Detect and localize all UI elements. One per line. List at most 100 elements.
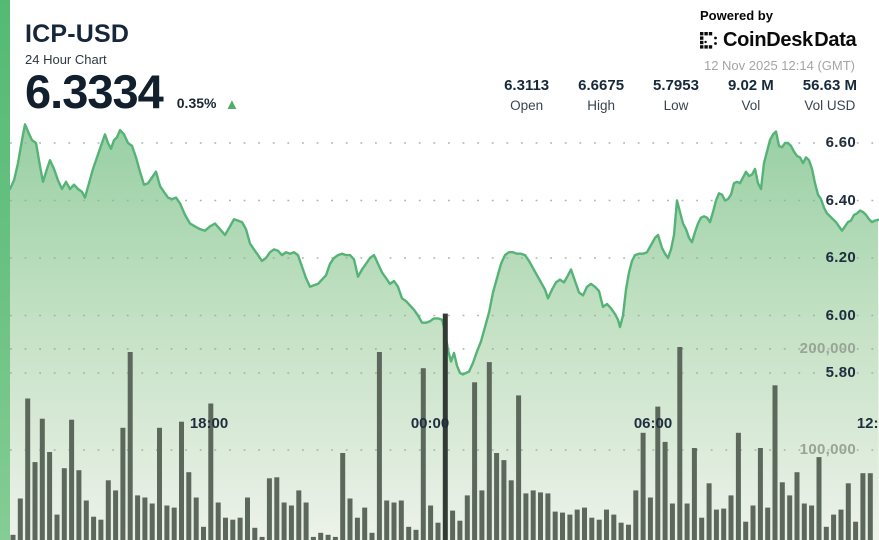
volume-bar xyxy=(98,519,104,540)
volume-bar xyxy=(633,490,639,540)
brand-data: Data xyxy=(814,29,857,51)
volume-bar xyxy=(589,517,595,540)
stat-label: Open xyxy=(510,98,544,113)
volume-bar xyxy=(516,395,522,540)
volume-bar xyxy=(296,490,302,540)
volume-bar xyxy=(266,478,272,540)
volume-bar xyxy=(442,313,448,540)
stat-high: 6.6675 High xyxy=(578,77,624,113)
volume-bar xyxy=(120,427,126,540)
volume-bar xyxy=(582,507,587,540)
x-axis-time-label: 00:00 xyxy=(410,415,450,432)
coindesk-brand-text: CoinDesk Data xyxy=(723,29,857,52)
volume-bar xyxy=(743,521,749,540)
volume-bar xyxy=(281,502,287,540)
volume-bar xyxy=(76,470,82,540)
volume-bar xyxy=(845,483,851,540)
volume-bar xyxy=(310,536,316,540)
volume-bar xyxy=(230,519,236,540)
chart-timestamp: 12 Nov 2025 12:14 (GMT) xyxy=(703,58,855,73)
volume-bar xyxy=(428,505,434,540)
volume-bar xyxy=(39,418,45,540)
stat-value: 9.02 M xyxy=(727,77,774,94)
volume-bar xyxy=(596,519,602,540)
stat-value: 56.63 M xyxy=(802,77,857,94)
symbol-title: ICP-USD xyxy=(25,20,130,48)
volume-bar xyxy=(318,532,324,540)
volume-bar xyxy=(567,514,573,540)
volume-bar xyxy=(735,432,741,540)
volume-bar xyxy=(354,517,360,540)
ohlc-stats-row: 6.3113 Open 6.6675 High 5.7953 Low 9.02 M V… xyxy=(475,77,857,113)
volume-bar xyxy=(523,493,529,540)
volume-bar xyxy=(765,507,771,540)
volume-bar xyxy=(406,526,412,540)
volume-bar xyxy=(398,500,404,540)
chart-subtitle: 24 Hour Chart xyxy=(25,52,107,67)
volume-bar xyxy=(450,510,456,540)
volume-bar xyxy=(508,480,514,540)
last-price-block: 6.3334 0.35% ▲ xyxy=(25,68,239,115)
brand-coindesk: CoinDesk xyxy=(723,29,813,51)
volume-bar xyxy=(32,462,38,540)
stat-low: 5.7953 Low xyxy=(653,77,699,113)
volume-bar xyxy=(47,452,53,540)
header: ICP-USD 24 Hour Chart xyxy=(25,20,129,67)
volume-bar xyxy=(391,502,397,540)
volume-bar xyxy=(61,468,67,540)
volume-bar xyxy=(113,490,119,540)
volume-bar xyxy=(640,432,646,540)
stat-vol-usd: 56.63 M Vol USD xyxy=(803,77,857,113)
volume-bar xyxy=(867,473,873,540)
y-axis-volume-label: 100,000 xyxy=(799,440,856,458)
left-accent-bar xyxy=(0,0,10,540)
stat-open: 6.3113 Open xyxy=(504,77,549,113)
x-axis-time-label: 06:00 xyxy=(633,415,673,432)
volume-bar xyxy=(288,505,294,540)
volume-bar xyxy=(245,497,250,540)
volume-bar xyxy=(713,509,719,540)
volume-bar xyxy=(801,503,807,540)
volume-bar xyxy=(201,526,206,540)
volume-bar xyxy=(332,536,338,540)
volume-bar xyxy=(750,505,756,540)
volume-bar xyxy=(135,495,141,540)
volume-bar xyxy=(325,534,331,540)
volume-bar xyxy=(157,427,162,540)
volume-bar xyxy=(794,472,800,540)
volume-bar xyxy=(677,347,683,540)
volume-bar xyxy=(376,352,382,540)
y-axis-price-label: 6.60 xyxy=(825,134,856,151)
volume-bar xyxy=(552,511,558,540)
stat-value: 5.7953 xyxy=(653,77,699,94)
volume-bar xyxy=(347,498,353,540)
volume-bar xyxy=(655,406,661,540)
volume-bar xyxy=(91,516,97,540)
volume-bar xyxy=(501,460,507,540)
volume-bar xyxy=(193,497,199,540)
volume-bar xyxy=(772,385,778,540)
volume-bar xyxy=(457,520,463,540)
volume-bar xyxy=(699,517,705,540)
x-axis-time-label: 12:00 xyxy=(856,415,879,432)
volume-bar xyxy=(215,502,221,540)
volume-bar xyxy=(823,526,829,540)
y-axis-price-label: 6.00 xyxy=(825,306,856,324)
stat-value: 6.3113 xyxy=(504,77,550,94)
volume-bar xyxy=(787,495,793,540)
volume-bar xyxy=(17,498,23,540)
volume-bar xyxy=(728,495,734,540)
stat-label: Vol USD xyxy=(804,98,856,113)
stat-label: Low xyxy=(663,98,689,113)
volume-bar xyxy=(369,532,375,540)
volume-bar xyxy=(171,507,177,540)
volume-bar xyxy=(223,517,228,540)
x-axis-time-label: 18:00 xyxy=(189,415,229,432)
volume-bar xyxy=(809,505,815,540)
volume-bar xyxy=(779,482,785,540)
volume-bar xyxy=(69,419,75,540)
coindesk-logo[interactable]: CoinDesk Data xyxy=(700,29,862,52)
volume-bar xyxy=(538,492,543,540)
